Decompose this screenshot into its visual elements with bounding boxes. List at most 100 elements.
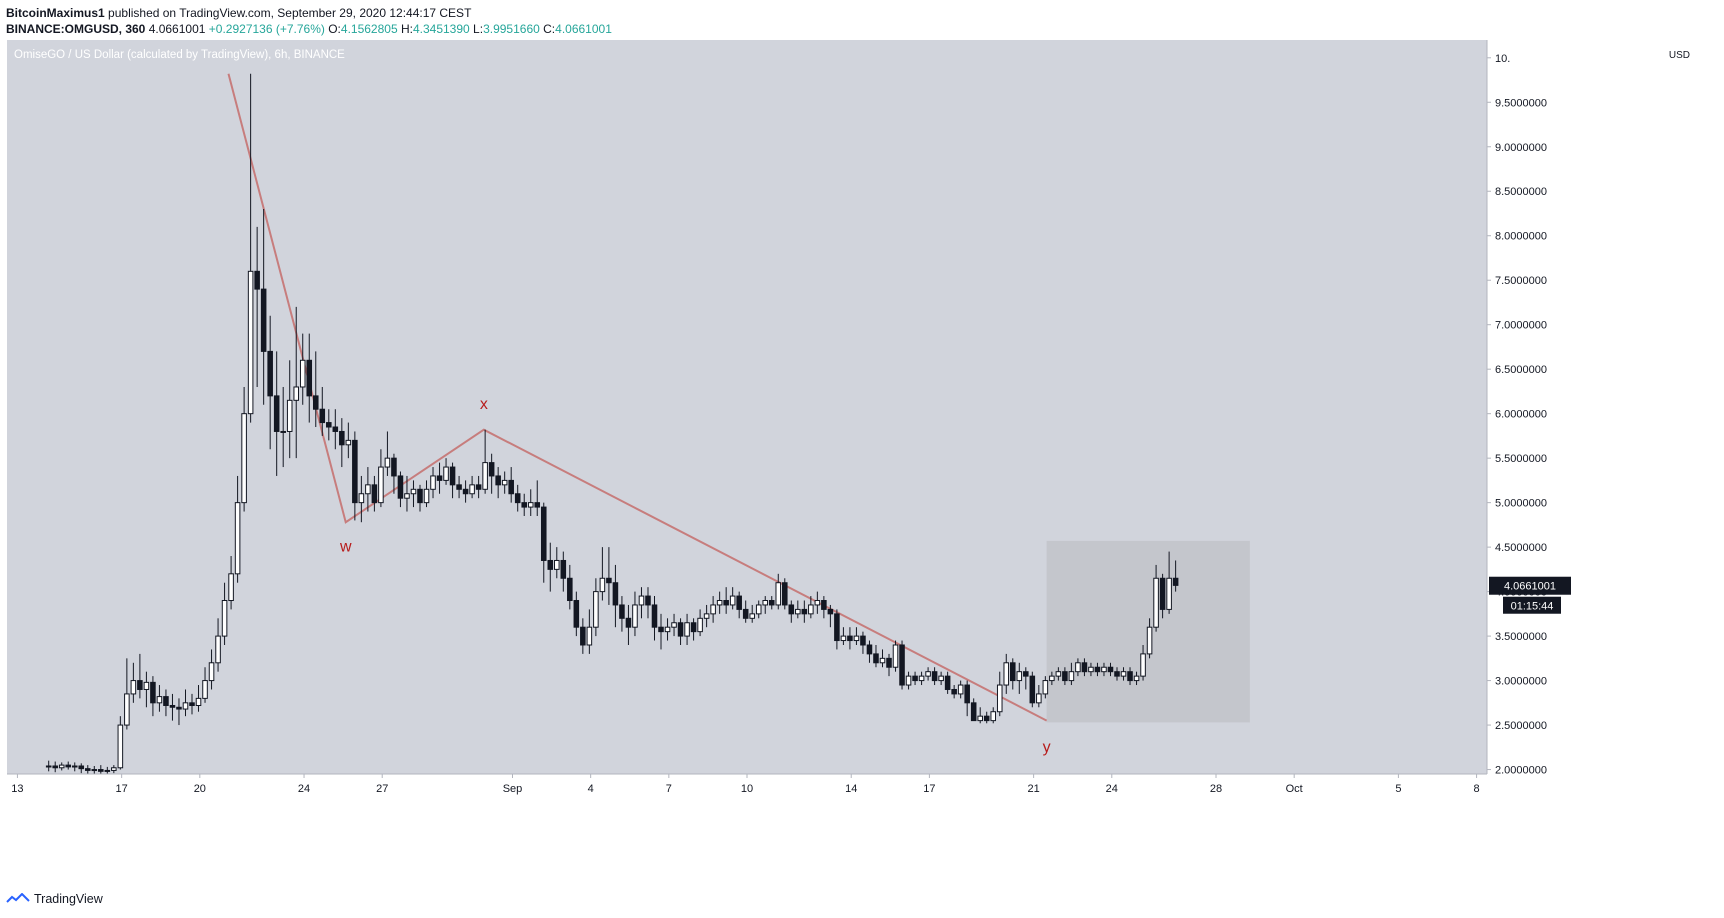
candle bbox=[755, 600, 762, 619]
candle-up bbox=[749, 613, 755, 619]
candle bbox=[1003, 653, 1010, 694]
price-tick-label: 3.5000000 bbox=[1495, 631, 1547, 643]
candle bbox=[475, 475, 482, 499]
candle bbox=[886, 653, 892, 677]
time-tick-label: 4 bbox=[588, 783, 594, 795]
candle-up bbox=[808, 604, 814, 615]
price-tick-label: 7.0000000 bbox=[1495, 320, 1547, 332]
footer-brand[interactable]: TradingView bbox=[34, 892, 103, 906]
time-tick-label: 14 bbox=[845, 783, 857, 795]
close-label: C: bbox=[543, 22, 556, 36]
candle-up bbox=[755, 604, 762, 615]
candle bbox=[1081, 658, 1088, 677]
candle-down bbox=[514, 493, 521, 504]
price-tick-label: 4.5000000 bbox=[1495, 542, 1547, 554]
time-tick-label: 21 bbox=[1027, 783, 1039, 795]
candle bbox=[938, 671, 944, 686]
candle bbox=[182, 689, 189, 717]
candle-up bbox=[586, 626, 593, 646]
candle-up bbox=[925, 671, 931, 677]
candle-down bbox=[951, 688, 957, 695]
candle-down bbox=[658, 626, 664, 633]
candle-up bbox=[814, 600, 821, 606]
candle bbox=[1075, 658, 1081, 677]
candle-up bbox=[1120, 671, 1127, 677]
candle bbox=[78, 763, 85, 774]
candle bbox=[91, 765, 98, 774]
candle bbox=[573, 591, 580, 637]
candle-up bbox=[1049, 675, 1055, 682]
candle-down bbox=[78, 765, 85, 770]
author-name[interactable]: BitcoinMaximus1 bbox=[6, 6, 105, 20]
candle-up bbox=[996, 684, 1003, 713]
candle bbox=[560, 551, 567, 592]
candle bbox=[469, 475, 475, 499]
candle-down bbox=[801, 608, 808, 615]
currency-label: USD bbox=[1669, 50, 1690, 61]
candle bbox=[1068, 662, 1075, 686]
candle-up bbox=[1133, 675, 1140, 682]
candle-up bbox=[957, 684, 964, 695]
candle bbox=[65, 761, 72, 770]
candle-up bbox=[443, 466, 449, 481]
candle-down bbox=[1029, 675, 1036, 704]
candle bbox=[645, 587, 651, 619]
time-tick-label: 20 bbox=[194, 783, 206, 795]
candle bbox=[625, 604, 632, 645]
candle bbox=[664, 618, 671, 641]
candle-down bbox=[886, 657, 892, 668]
price-tick-label: 5.0000000 bbox=[1495, 498, 1547, 510]
candle-up bbox=[632, 604, 638, 628]
candle bbox=[195, 685, 202, 712]
candle-down bbox=[273, 395, 280, 432]
candle-down bbox=[821, 600, 827, 610]
last-price-tag-label: 4.0661001 bbox=[1504, 581, 1556, 593]
candle bbox=[840, 627, 847, 645]
candle bbox=[1114, 667, 1120, 681]
footer: TradingView bbox=[6, 892, 103, 906]
price-axis-bg bbox=[1487, 40, 1724, 774]
time-tick-label: 17 bbox=[923, 783, 935, 795]
candle bbox=[1049, 671, 1055, 686]
candle bbox=[163, 689, 169, 717]
price-tick-label: 2.5000000 bbox=[1495, 720, 1547, 732]
candle-down bbox=[560, 559, 567, 579]
time-tick-label: 24 bbox=[298, 783, 310, 795]
candle bbox=[1029, 671, 1036, 708]
candle bbox=[286, 360, 293, 459]
candle bbox=[788, 600, 795, 623]
candle bbox=[312, 351, 319, 428]
candle-up bbox=[918, 675, 925, 682]
candle-down bbox=[1062, 671, 1068, 682]
tradingview-logo-icon[interactable] bbox=[6, 893, 30, 905]
candle-up bbox=[228, 573, 234, 602]
candle-up bbox=[293, 386, 300, 401]
candle bbox=[996, 671, 1003, 717]
published-text: published on TradingView.com, September … bbox=[108, 6, 472, 20]
candle bbox=[723, 587, 729, 614]
chart-title: OmiseGO / US Dollar (calculated by Tradi… bbox=[14, 49, 345, 61]
candle bbox=[423, 480, 430, 508]
candle bbox=[540, 502, 547, 583]
candle-down bbox=[944, 675, 951, 690]
candle bbox=[1101, 662, 1107, 677]
candle-down bbox=[860, 635, 866, 646]
price-tick-label: 8.0000000 bbox=[1495, 231, 1547, 243]
candle-down bbox=[625, 617, 632, 628]
candle-down bbox=[964, 684, 970, 704]
time-tick-label: 13 bbox=[11, 783, 23, 795]
wave-line bbox=[227, 73, 1048, 722]
candle-up bbox=[1055, 671, 1062, 677]
candle bbox=[1055, 667, 1062, 681]
candle-down bbox=[319, 408, 326, 424]
candle-up bbox=[729, 595, 736, 606]
candle-down bbox=[768, 600, 775, 606]
candle bbox=[208, 649, 215, 690]
candle-up bbox=[716, 600, 723, 606]
high-value: 4.3451390 bbox=[412, 22, 470, 36]
last-price-tag bbox=[1489, 576, 1571, 595]
candle-up bbox=[892, 644, 899, 668]
candle-down bbox=[534, 502, 541, 508]
candle-up bbox=[404, 493, 410, 499]
